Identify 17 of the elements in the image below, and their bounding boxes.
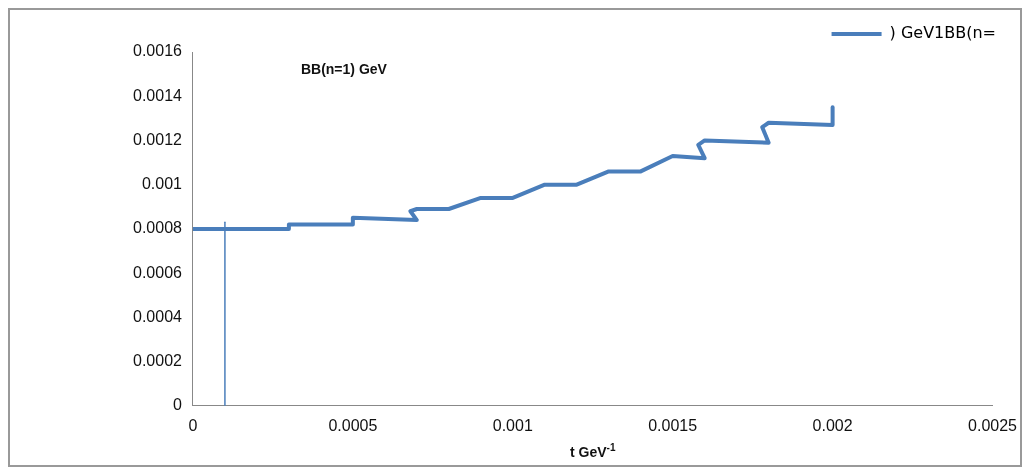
y-tick-label: 0.0012 bbox=[133, 130, 183, 148]
y-tick-label: 0.0002 bbox=[133, 351, 183, 369]
x-tick-label: 0.0025 bbox=[968, 416, 1018, 434]
x-tick-label: 0.001 bbox=[492, 416, 533, 434]
legend-label: ) GeV1BB(n= bbox=[889, 23, 996, 43]
y-tick-label: 0.0006 bbox=[133, 263, 183, 281]
y-tick-label: 0.0014 bbox=[133, 86, 183, 104]
y-tick-label: 0.001 bbox=[141, 175, 183, 193]
y-tick-label: 0.0016 bbox=[133, 42, 183, 60]
x-tick-label: 0.0015 bbox=[648, 416, 698, 434]
y-tick-label: 0.0004 bbox=[133, 307, 183, 325]
x-tick-label: 0.0005 bbox=[328, 416, 378, 434]
x-tick-label: 0.002 bbox=[812, 416, 853, 434]
y-tick-label: 0.0008 bbox=[133, 219, 183, 237]
x-tick-label: 0 bbox=[188, 416, 198, 434]
text: BB(n=1) GeV bbox=[300, 60, 388, 77]
y-tick-label: 0 bbox=[173, 396, 183, 414]
